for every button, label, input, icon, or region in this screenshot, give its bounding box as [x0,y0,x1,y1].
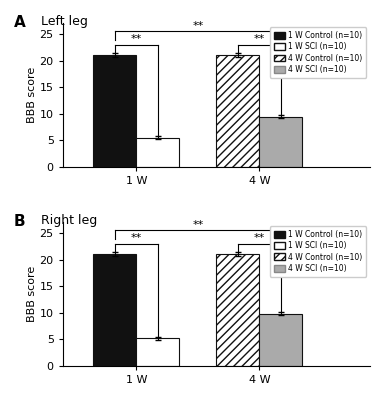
Bar [216,254,259,366]
Bar [94,55,136,167]
Bar [259,314,302,366]
Text: Left leg: Left leg [41,15,88,28]
Bar [216,55,259,167]
Bar [94,254,136,366]
Y-axis label: BBB score: BBB score [27,67,37,123]
Legend: 1 W Control (n=10), 1 W SCI (n=10), 4 W Control (n=10), 4 W SCI (n=10): 1 W Control (n=10), 1 W SCI (n=10), 4 W … [270,226,366,277]
Text: B: B [13,214,25,229]
Legend: 1 W Control (n=10), 1 W SCI (n=10), 4 W Control (n=10), 4 W SCI (n=10): 1 W Control (n=10), 1 W SCI (n=10), 4 W … [270,27,366,78]
Text: **: ** [192,220,204,230]
Text: **: ** [254,34,265,44]
Text: Right leg: Right leg [41,214,97,227]
Text: **: ** [131,34,142,44]
Text: A: A [13,15,25,30]
Bar [136,138,179,167]
Text: **: ** [131,233,142,243]
Text: **: ** [254,233,265,243]
Text: **: ** [192,21,204,31]
Bar [136,338,179,366]
Bar [259,116,302,167]
Y-axis label: BBB score: BBB score [27,266,37,322]
